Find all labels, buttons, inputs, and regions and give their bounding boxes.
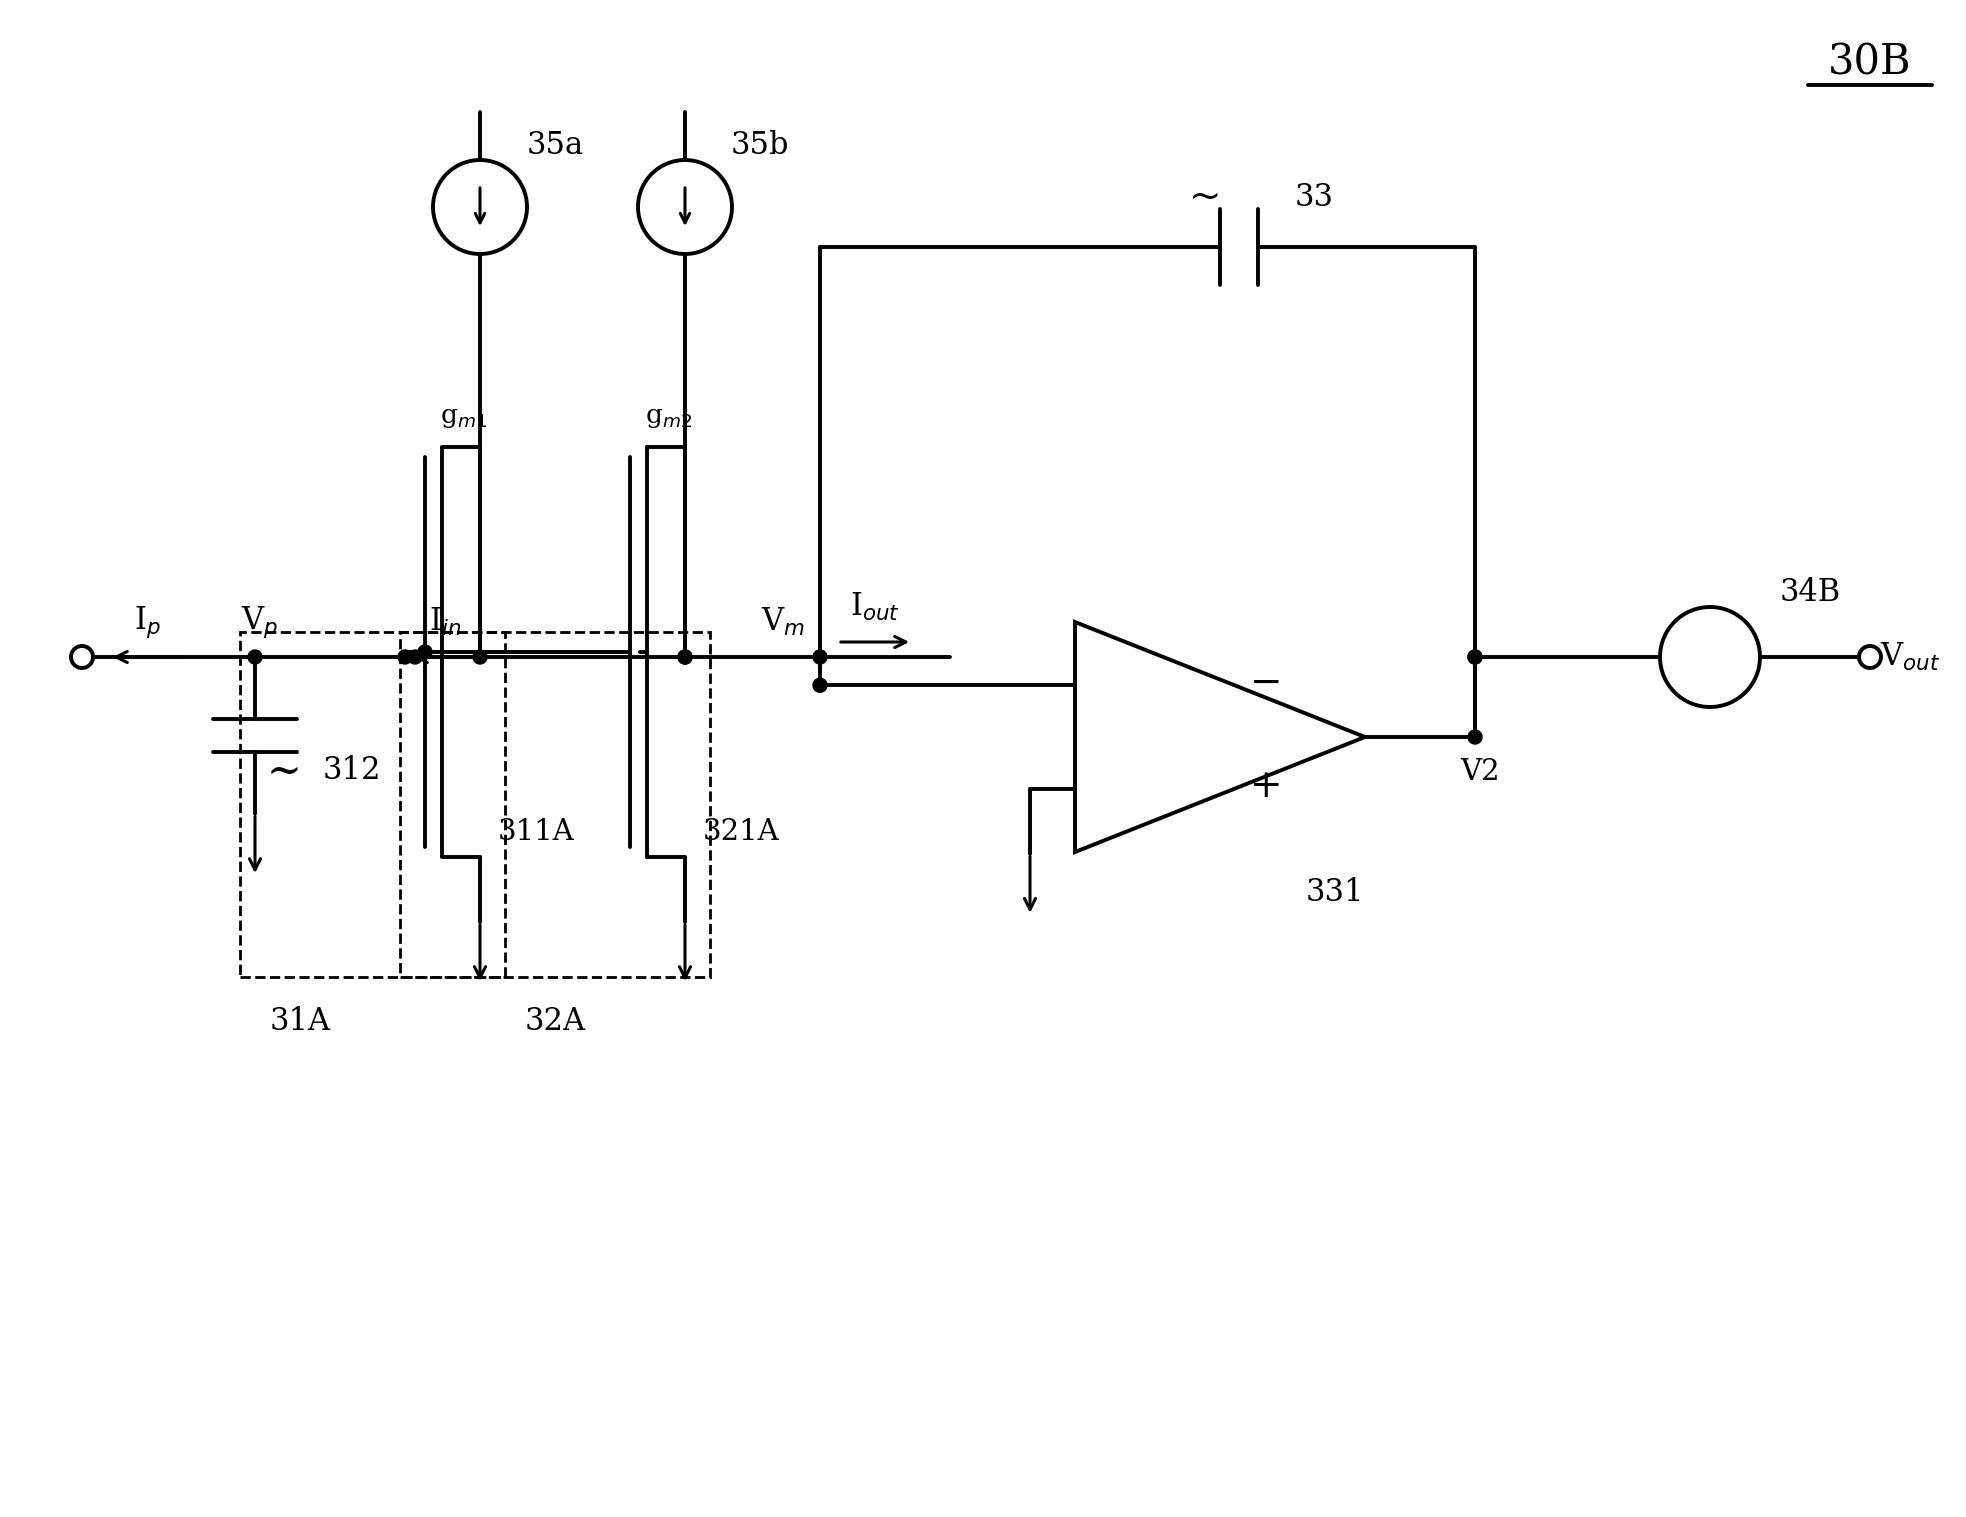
Circle shape <box>419 645 433 658</box>
Text: 311A: 311A <box>497 818 574 846</box>
Text: +: + <box>1250 768 1282 806</box>
Circle shape <box>678 649 692 664</box>
Circle shape <box>1469 649 1482 664</box>
Circle shape <box>397 649 413 664</box>
Circle shape <box>71 646 92 667</box>
Text: V$_m$: V$_m$ <box>761 605 804 639</box>
Circle shape <box>814 649 828 664</box>
Text: V$_p$: V$_p$ <box>242 604 279 640</box>
Circle shape <box>1860 646 1881 667</box>
Circle shape <box>248 649 261 664</box>
Circle shape <box>814 678 828 692</box>
Text: I$_{in}$: I$_{in}$ <box>429 605 462 639</box>
Text: I$_{out}$: I$_{out}$ <box>849 592 900 623</box>
Text: g$_{m1}$: g$_{m1}$ <box>440 405 488 429</box>
Bar <box>240 633 505 977</box>
Text: V2: V2 <box>1461 758 1500 786</box>
Text: g$_{m2}$: g$_{m2}$ <box>645 405 692 429</box>
Circle shape <box>1469 649 1482 664</box>
Text: 35b: 35b <box>731 129 788 161</box>
Circle shape <box>474 649 488 664</box>
Text: 32A: 32A <box>525 1006 586 1038</box>
Text: 31A: 31A <box>269 1006 330 1038</box>
Text: 30B: 30B <box>1828 41 1911 83</box>
Text: 34B: 34B <box>1779 576 1840 607</box>
Text: 33: 33 <box>1296 182 1335 212</box>
Circle shape <box>1659 607 1760 707</box>
Circle shape <box>678 649 692 664</box>
Bar <box>399 633 710 977</box>
Text: 312: 312 <box>322 754 381 786</box>
Text: ~: ~ <box>1189 179 1221 215</box>
Text: 331: 331 <box>1305 877 1364 907</box>
Text: 321A: 321A <box>704 818 781 846</box>
Circle shape <box>1469 730 1482 743</box>
Circle shape <box>433 159 527 253</box>
Text: ~: ~ <box>267 751 303 793</box>
Text: −: − <box>1250 664 1282 702</box>
Circle shape <box>639 159 731 253</box>
Text: 35a: 35a <box>527 129 584 161</box>
Text: V$_{out}$: V$_{out}$ <box>1879 642 1940 674</box>
Text: I$_p$: I$_p$ <box>134 604 161 640</box>
Circle shape <box>409 649 423 664</box>
